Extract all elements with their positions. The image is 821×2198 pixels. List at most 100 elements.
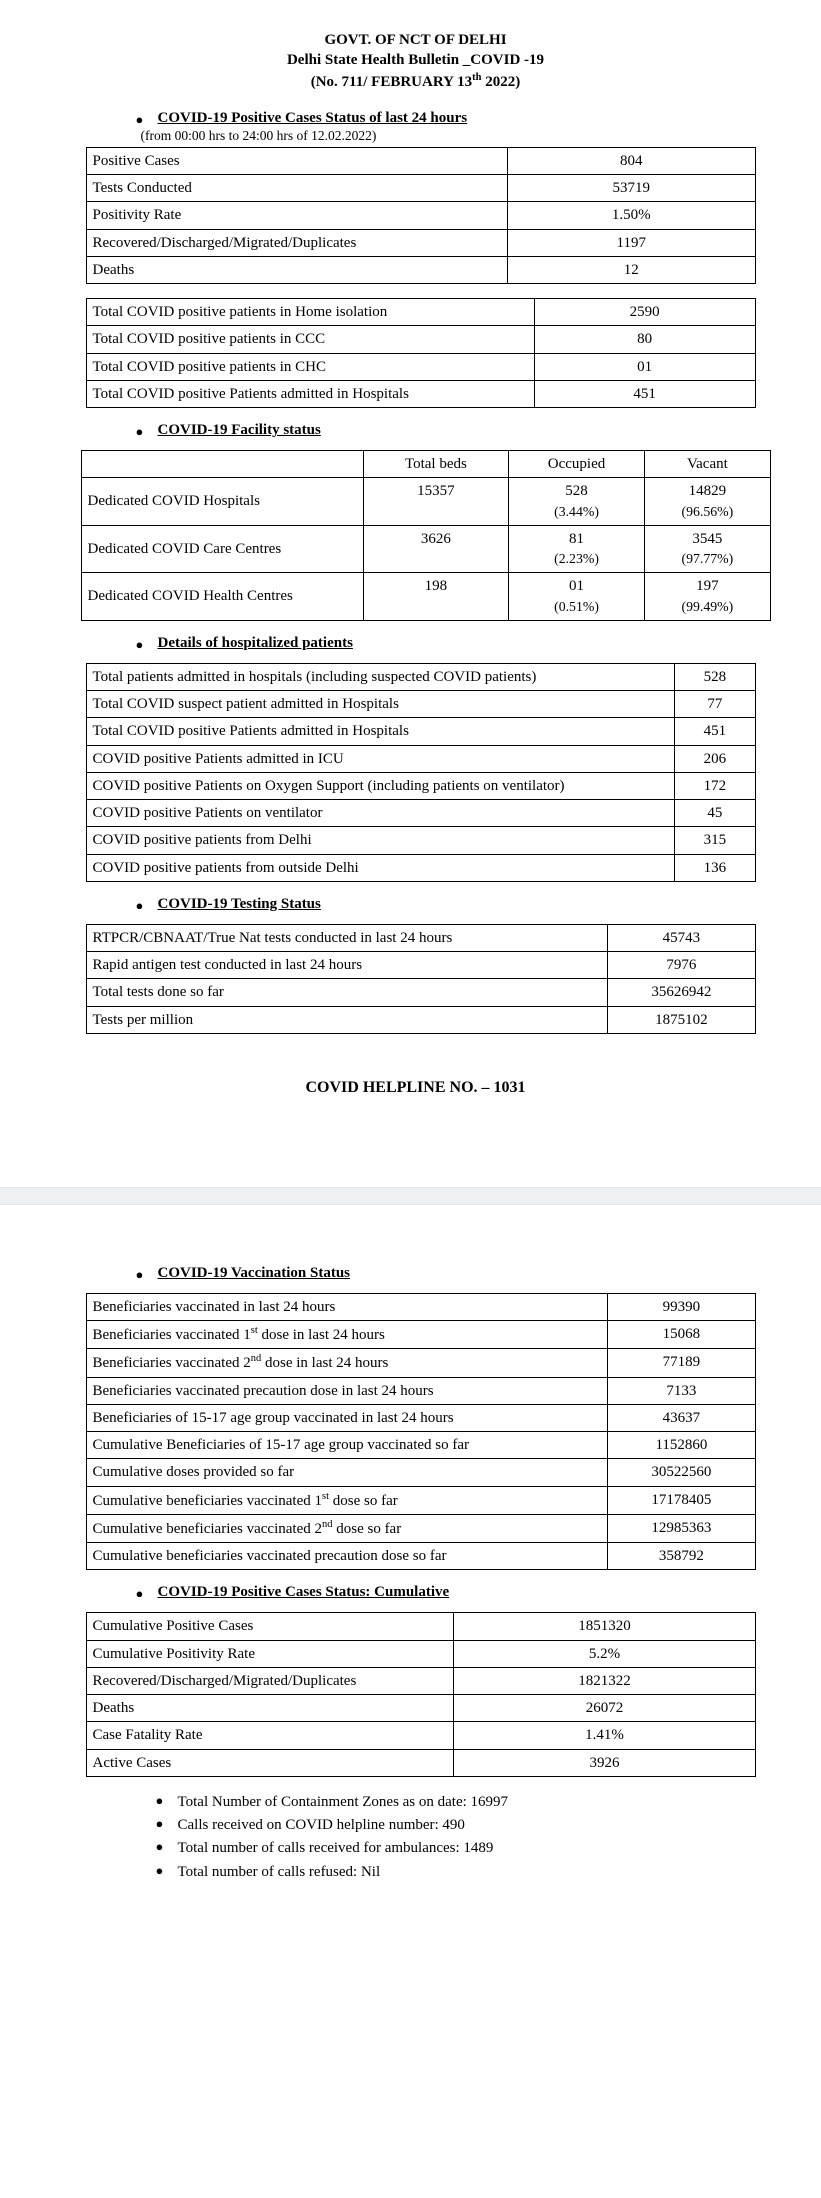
footer-note-text: Calls received on COVID helpline number:… (178, 1814, 465, 1837)
section-vaccination-heading: ● COVID-19 Vaccination Status (136, 1265, 751, 1283)
table-row: Total tests done so far35626942 (86, 979, 755, 1006)
row-label: Tests per million (86, 1006, 608, 1033)
table-row: Dedicated COVID Hospitals15357528(3.44%)… (81, 478, 770, 526)
row-value: 12985363 (608, 1514, 755, 1542)
header-line-3: (No. 711/ FEBRUARY 13th 2022) (81, 71, 751, 92)
section-facility-status-heading: ● COVID-19 Facility status (136, 422, 751, 440)
table-cumulative-cases: Cumulative Positive Cases1851320Cumulati… (86, 1612, 756, 1777)
row-label: Recovered/Discharged/Migrated/Duplicates (86, 1667, 454, 1694)
occupied: 01(0.51%) (508, 573, 644, 621)
row-label: Total COVID positive patients in CCC (86, 326, 534, 353)
row-value: 26072 (454, 1695, 755, 1722)
row-value: 315 (675, 827, 755, 854)
table-header-row: Total beds Occupied Vacant (81, 451, 770, 478)
row-label: Cumulative Positive Cases (86, 1613, 454, 1640)
row-label: Total COVID positive Patients admitted i… (86, 718, 675, 745)
table-row: Dedicated COVID Health Centres19801(0.51… (81, 573, 770, 621)
table-facility-status: Total beds Occupied Vacant Dedicated COV… (81, 450, 771, 621)
footer-note-item: ●Calls received on COVID helpline number… (156, 1814, 751, 1837)
vacant: 197(99.49%) (645, 573, 770, 621)
table-row: Cumulative doses provided so far30522560 (86, 1459, 755, 1486)
table-row: RTPCR/CBNAAT/True Nat tests conducted in… (86, 924, 755, 951)
footer-note-text: Total number of calls received for ambul… (178, 1837, 494, 1860)
row-label: COVID positive patients from Delhi (86, 827, 675, 854)
occupied: 528(3.44%) (508, 478, 644, 526)
row-label: Beneficiaries vaccinated 2nd dose in las… (86, 1349, 608, 1377)
section-cumulative-heading: ● COVID-19 Positive Cases Status: Cumula… (136, 1584, 751, 1602)
row-value: 7976 (608, 952, 755, 979)
row-value: 451 (675, 718, 755, 745)
footer-notes: ●Total Number of Containment Zones as on… (156, 1791, 751, 1884)
row-value: 5.2% (454, 1640, 755, 1667)
table-row: Active Cases3926 (86, 1749, 755, 1776)
bullet-icon: ● (156, 1837, 178, 1860)
row-value: 77189 (608, 1349, 755, 1377)
table-row: Tests per million1875102 (86, 1006, 755, 1033)
row-label: Positive Cases (86, 147, 507, 174)
table-row: Dedicated COVID Care Centres362681(2.23%… (81, 525, 770, 573)
table-row: COVID positive patients from Delhi315 (86, 827, 755, 854)
row-value: 7133 (608, 1377, 755, 1404)
footer-note-item: ●Total Number of Containment Zones as on… (156, 1791, 751, 1814)
row-value: 35626942 (608, 979, 755, 1006)
row-value: 45743 (608, 924, 755, 951)
bullet-icon: ● (136, 1584, 158, 1602)
section-subnote: (from 00:00 hrs to 24:00 hrs of 12.02.20… (141, 128, 751, 144)
table-row: Positive Cases804 (86, 147, 755, 174)
table-hospitalized-details: Total patients admitted in hospitals (in… (86, 663, 756, 882)
doc-header: GOVT. OF NCT OF DELHI Delhi State Health… (81, 30, 751, 92)
row-label: Positivity Rate (86, 202, 507, 229)
table-row: Beneficiaries vaccinated 1st dose in las… (86, 1321, 755, 1349)
row-value: 1.50% (507, 202, 755, 229)
row-label: Beneficiaries vaccinated 1st dose in las… (86, 1321, 608, 1349)
table-row: Beneficiaries vaccinated precaution dose… (86, 1377, 755, 1404)
row-label: Total tests done so far (86, 979, 608, 1006)
section-title: Details of hospitalized patients (158, 635, 353, 652)
table-row: Positivity Rate1.50% (86, 202, 755, 229)
bullet-icon: ● (136, 1265, 158, 1283)
section-testing-heading: ● COVID-19 Testing Status (136, 896, 751, 914)
row-value: 1152860 (608, 1432, 755, 1459)
row-label: Total COVID positive patients in CHC (86, 353, 534, 380)
bullet-icon: ● (136, 896, 158, 914)
vacant: 14829(96.56%) (645, 478, 770, 526)
table-row: Total patients admitted in hospitals (in… (86, 663, 755, 690)
table-row: Recovered/Discharged/Migrated/Duplicates… (86, 229, 755, 256)
section-positive-cases-24h-heading: ● COVID-19 Positive Cases Status of last… (136, 110, 751, 128)
row-label: Beneficiaries vaccinated in last 24 hour… (86, 1293, 608, 1320)
section-title: COVID-19 Vaccination Status (158, 1265, 351, 1282)
row-value: 3926 (454, 1749, 755, 1776)
section-title: COVID-19 Facility status (158, 422, 321, 439)
bullet-icon: ● (136, 635, 158, 653)
table-row: Total COVID positive Patients admitted i… (86, 380, 755, 407)
row-value: 1875102 (608, 1006, 755, 1033)
table-row: Total COVID positive patients in CHC01 (86, 353, 755, 380)
vacant: 3545(97.77%) (645, 525, 770, 573)
row-value: 1.41% (454, 1722, 755, 1749)
total-beds: 3626 (363, 525, 508, 573)
row-label: Cumulative Positivity Rate (86, 1640, 454, 1667)
row-value: 43637 (608, 1404, 755, 1431)
table-row: Cumulative beneficiaries vaccinated prec… (86, 1543, 755, 1570)
row-value: 2590 (534, 299, 755, 326)
table-row: Cumulative Beneficiaries of 15-17 age gr… (86, 1432, 755, 1459)
table-row: Total COVID positive patients in Home is… (86, 299, 755, 326)
table-row: Total COVID positive Patients admitted i… (86, 718, 755, 745)
row-label: Case Fatality Rate (86, 1722, 454, 1749)
row-label: Deaths (86, 256, 507, 283)
row-label: COVID positive Patients on Oxygen Suppor… (86, 772, 675, 799)
facility-name: Dedicated COVID Care Centres (81, 525, 363, 573)
row-label: Recovered/Discharged/Migrated/Duplicates (86, 229, 507, 256)
bulletin-page-2: ● COVID-19 Vaccination Status Beneficiar… (21, 1235, 801, 1914)
row-value: 17178405 (608, 1486, 755, 1514)
bullet-icon: ● (156, 1791, 178, 1814)
table-row: COVID positive patients from outside Del… (86, 854, 755, 881)
row-label: Total patients admitted in hospitals (in… (86, 663, 675, 690)
row-value: 1197 (507, 229, 755, 256)
table-row: Deaths26072 (86, 1695, 755, 1722)
row-label: Cumulative Beneficiaries of 15-17 age gr… (86, 1432, 608, 1459)
bullet-icon: ● (156, 1814, 178, 1837)
total-beds: 15357 (363, 478, 508, 526)
table-row: Cumulative beneficiaries vaccinated 2nd … (86, 1514, 755, 1542)
bulletin-page: GOVT. OF NCT OF DELHI Delhi State Health… (21, 0, 801, 1157)
